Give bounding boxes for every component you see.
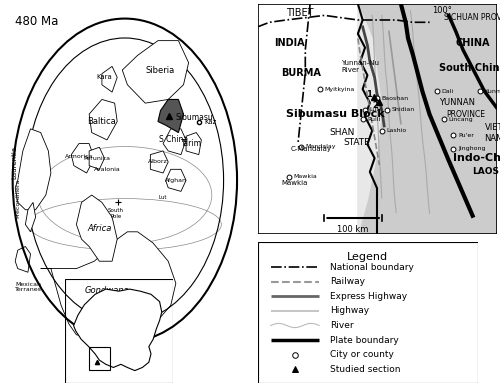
Text: Railway: Railway: [330, 277, 365, 286]
Text: Sibumasu: Sibumasu: [176, 113, 214, 122]
Text: National boundary: National boundary: [330, 263, 414, 272]
Text: Myitkyina: Myitkyina: [324, 87, 354, 92]
Text: Armorica: Armorica: [64, 154, 93, 159]
Text: Laurentia: Laurentia: [11, 146, 17, 178]
Text: Avalonia: Avalonia: [94, 167, 120, 172]
Text: Sibumasu Block: Sibumasu Block: [286, 110, 385, 120]
Text: Mawkia: Mawkia: [282, 180, 308, 187]
Text: 60°: 60°: [132, 317, 144, 323]
Text: Siberia: Siberia: [146, 65, 175, 75]
Text: Plate boundary: Plate boundary: [330, 336, 399, 344]
Polygon shape: [122, 41, 188, 103]
Polygon shape: [74, 289, 162, 371]
Text: 100 km: 100 km: [338, 225, 369, 234]
Polygon shape: [72, 144, 94, 173]
Text: Pu'er: Pu'er: [458, 133, 474, 138]
Text: Express Highway: Express Highway: [330, 292, 407, 301]
Polygon shape: [150, 151, 168, 173]
Text: Alborz: Alborz: [148, 159, 168, 164]
Text: Baltica: Baltica: [88, 117, 117, 126]
Text: STATE: STATE: [344, 137, 370, 147]
Text: Kaz: Kaz: [204, 118, 216, 125]
Text: Afghan: Afghan: [165, 178, 187, 183]
Text: 480 Ma: 480 Ma: [15, 15, 59, 28]
Text: Studied section: Studied section: [330, 365, 400, 373]
Text: Lincang: Lincang: [448, 116, 473, 122]
Text: SICHUAN PROVINCE: SICHUAN PROVINCE: [444, 13, 500, 22]
Text: Africa: Africa: [87, 224, 112, 233]
Text: YUNNAN: YUNNAN: [439, 98, 475, 107]
Text: Lut: Lut: [159, 195, 168, 200]
Text: City or county: City or county: [330, 350, 394, 359]
Text: Precordillera: Precordillera: [15, 179, 20, 218]
Text: 1: 1: [366, 90, 372, 99]
Text: 2: 2: [372, 101, 378, 110]
Text: Lashio: Lashio: [386, 128, 407, 133]
Text: BURMA: BURMA: [282, 68, 322, 78]
Polygon shape: [26, 202, 36, 232]
Text: South China: South China: [439, 63, 500, 74]
Text: River: River: [330, 321, 353, 330]
Text: TIBET: TIBET: [286, 8, 314, 18]
Text: Shidian: Shidian: [392, 107, 414, 112]
Text: INDIA: INDIA: [274, 38, 305, 48]
Text: Gondwana: Gondwana: [84, 286, 130, 295]
Polygon shape: [89, 147, 104, 170]
Polygon shape: [76, 195, 117, 261]
Text: CHINA: CHINA: [456, 38, 490, 48]
Polygon shape: [186, 132, 202, 155]
Text: SHAN: SHAN: [329, 128, 354, 137]
Polygon shape: [40, 232, 176, 338]
Text: Indo-China Block: Indo-China Block: [454, 153, 500, 163]
Text: 30°: 30°: [106, 339, 118, 345]
Text: Kunming: Kunming: [484, 89, 500, 94]
Text: 100°: 100°: [432, 6, 452, 15]
Text: South
Pole: South Pole: [108, 208, 124, 219]
Polygon shape: [89, 99, 117, 140]
Text: PROVINCE: PROVINCE: [446, 110, 486, 119]
Text: Dali: Dali: [442, 89, 454, 94]
Text: VIET
NAM: VIET NAM: [484, 123, 500, 142]
Polygon shape: [258, 4, 358, 234]
Text: C-Mandalay: C-Mandalay: [291, 146, 332, 152]
Text: Mawkia: Mawkia: [294, 174, 317, 179]
Polygon shape: [166, 170, 186, 192]
Text: Yunnan-Nu
River: Yunnan-Nu River: [341, 60, 379, 72]
Polygon shape: [15, 129, 51, 210]
Text: S China: S China: [158, 135, 188, 144]
Text: Ruili: Ruili: [368, 116, 380, 122]
Polygon shape: [358, 4, 382, 234]
Text: Highway: Highway: [330, 307, 369, 315]
Bar: [88, 347, 110, 370]
Text: A: A: [128, 348, 137, 361]
Polygon shape: [102, 67, 117, 92]
Text: LAOS: LAOS: [472, 168, 500, 176]
Text: Tarim: Tarim: [180, 139, 202, 148]
Text: Jinghong: Jinghong: [458, 146, 486, 151]
Polygon shape: [15, 247, 30, 272]
Text: Legend: Legend: [347, 252, 388, 262]
Text: Baoshan: Baoshan: [382, 96, 409, 101]
Text: Luxi: Luxi: [370, 107, 382, 112]
Text: Mandalay: Mandalay: [306, 144, 336, 149]
Polygon shape: [358, 4, 496, 234]
Text: Perunica: Perunica: [84, 156, 110, 161]
Polygon shape: [163, 129, 186, 155]
Text: Mexican
Terranes: Mexican Terranes: [15, 282, 42, 292]
Polygon shape: [158, 99, 184, 132]
Text: Kara: Kara: [96, 74, 112, 80]
